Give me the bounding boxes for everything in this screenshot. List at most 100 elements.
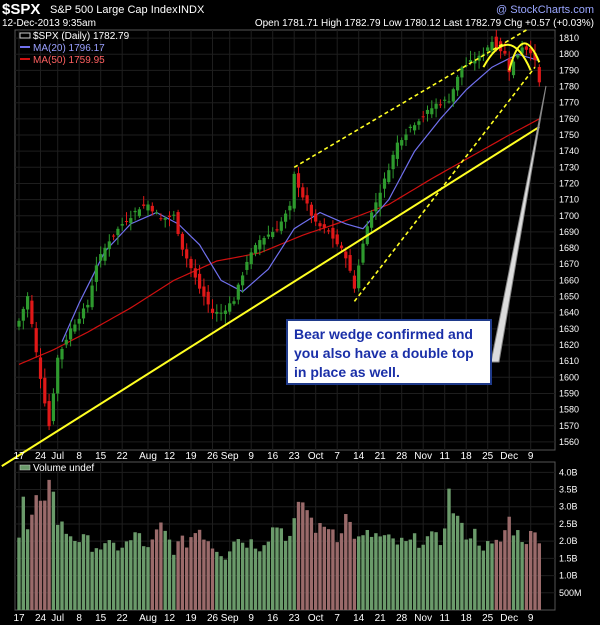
x-tick-label-bottom: Oct <box>308 613 324 624</box>
candle-body <box>137 209 141 217</box>
x-tick-label-bottom: 28 <box>396 613 408 624</box>
candle-body <box>318 223 322 227</box>
volume-bar <box>176 541 180 610</box>
volume-bar <box>365 530 369 610</box>
price-panel <box>14 29 556 451</box>
volume-bar <box>86 535 90 610</box>
candle-body <box>494 36 498 49</box>
candle-body <box>232 301 236 304</box>
candle-body <box>395 142 399 159</box>
volume-bar <box>404 541 408 610</box>
volume-bar <box>249 539 253 610</box>
candle-body <box>430 108 434 115</box>
price-tick-label: 1630 <box>559 324 579 334</box>
candle-body <box>51 393 55 422</box>
candle-body <box>524 46 528 50</box>
x-tick-label-bottom: 24 <box>35 613 47 624</box>
volume-bar <box>215 551 219 610</box>
candle-body <box>382 178 387 189</box>
candle-body <box>370 212 374 228</box>
candle-body <box>296 173 301 188</box>
candle-body <box>34 328 38 353</box>
x-tick-label-mid: 11 <box>440 451 451 462</box>
volume-bar <box>25 529 30 610</box>
annotation-callout: Bear wedge confirmed and you also have a… <box>286 319 492 385</box>
volume-bar <box>451 513 455 610</box>
candle-body <box>339 245 344 249</box>
volume-bar <box>400 537 404 610</box>
candle-body <box>90 285 94 308</box>
x-tick-label-bottom: Nov <box>414 613 432 624</box>
volume-axis: 500M 1.0B 1.5B 2.0B 2.5B 3.0B 3.5B 4.0B <box>559 467 582 597</box>
candle-body <box>43 377 47 404</box>
candle-body <box>529 47 533 54</box>
volume-bar <box>481 550 486 610</box>
candle-body <box>236 284 240 300</box>
volume-bar <box>430 531 434 610</box>
price-tick-label: 1720 <box>559 178 579 188</box>
volume-bar <box>240 542 245 610</box>
volume-bar <box>301 502 305 610</box>
volume-bar <box>159 522 163 610</box>
volume-bar <box>43 500 47 610</box>
candle-body <box>129 218 133 224</box>
candle-body <box>301 187 305 198</box>
volume-bar <box>326 529 331 610</box>
volume-bar <box>232 541 236 610</box>
price-tick-label: 1760 <box>559 114 579 124</box>
volume-bar <box>473 528 477 610</box>
candle-body <box>473 60 477 64</box>
double-top-arc <box>482 43 532 71</box>
candle-body <box>155 212 159 214</box>
price-tick-label: 1790 <box>559 65 579 75</box>
candle-body <box>417 121 421 125</box>
candle-body <box>348 255 352 271</box>
candle-body <box>258 240 262 250</box>
candle-body <box>434 103 438 109</box>
x-tick-label-bottom: 11 <box>440 613 451 624</box>
x-tick-label-mid: Oct <box>308 451 324 462</box>
candle-body <box>163 218 167 220</box>
ma50-line <box>18 118 540 365</box>
volume-bar <box>412 533 417 610</box>
ma20-line <box>61 53 540 343</box>
x-tick-label-bottom: Dec <box>500 613 518 624</box>
candle-body <box>142 204 146 206</box>
volume-bar <box>197 529 202 610</box>
x-tick-label-bottom: 16 <box>267 613 279 624</box>
candle-body <box>150 205 154 212</box>
legend-ma50: MA(50) 1759.95 <box>33 55 105 66</box>
volume-bar <box>292 518 296 610</box>
candle-body <box>400 140 404 146</box>
x-tick-label-mid: 12 <box>164 451 176 462</box>
volume-bar <box>455 515 460 610</box>
volume-bar <box>77 542 81 610</box>
volume-bar <box>180 535 185 610</box>
volume-bar <box>206 541 210 610</box>
candle-body <box>305 195 309 204</box>
x-tick-label-mid: Nov <box>414 451 432 462</box>
candle-body <box>241 275 245 286</box>
candle-body <box>421 116 425 118</box>
candle-body <box>116 228 120 236</box>
volume-tick-label: 2.5B <box>559 519 578 529</box>
volume-bar <box>344 514 348 610</box>
x-tick-label-mid: 15 <box>95 451 107 462</box>
candles <box>17 30 541 431</box>
candle-body <box>133 210 137 213</box>
candle-body <box>167 215 172 218</box>
candle-body <box>253 245 258 254</box>
quote-line: Open 1781.71 High 1782.79 Low 1780.12 La… <box>255 18 594 29</box>
volume-bar <box>348 521 352 610</box>
volume-bar <box>228 551 232 610</box>
candle-body <box>21 308 25 321</box>
volume-bar <box>520 542 524 610</box>
volume-bar <box>120 547 124 610</box>
volume-tick-label: 500M <box>559 588 582 598</box>
candle-body <box>331 227 335 239</box>
candle-body <box>193 268 197 278</box>
price-tick-label: 1750 <box>559 130 579 140</box>
chart-date: 12-Dec-2013 9:35am <box>2 18 96 29</box>
x-tick-label-mid: 19 <box>185 451 197 462</box>
